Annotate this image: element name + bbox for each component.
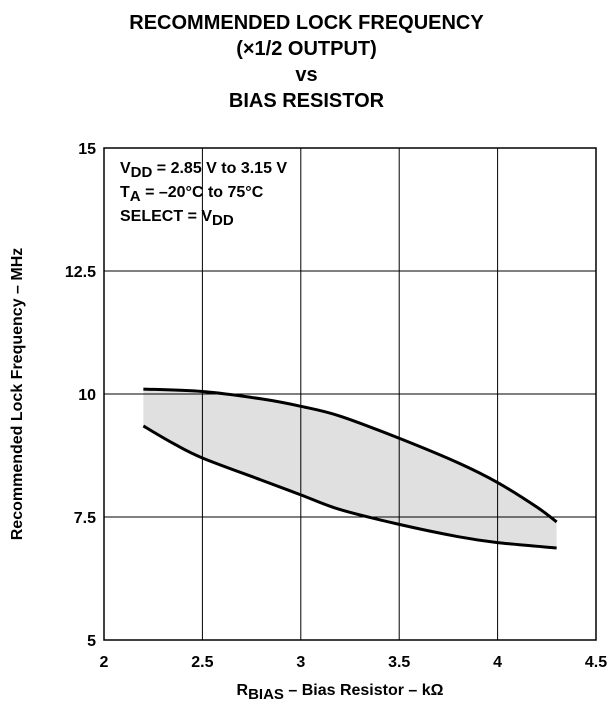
y-tick-label-0: 5 — [87, 633, 96, 650]
shaded-band — [143, 389, 557, 548]
x-tick-label-2: 3 — [296, 654, 305, 671]
title-line-2: (×1/2 OUTPUT) — [236, 38, 377, 60]
plot-frame — [103, 147, 597, 641]
title-line-3: vs — [295, 64, 318, 86]
chart-title: RECOMMENDED LOCK FREQUENCY (×1/2 OUTPUT)… — [0, 10, 613, 114]
x-tick-label-3: 3.5 — [388, 654, 410, 671]
x-tick-label-5: 4.5 — [585, 654, 607, 671]
lower-curve — [142, 424, 557, 550]
x-tick-label-4: 4 — [493, 654, 502, 671]
y-tick-label-3: 12.5 — [65, 264, 96, 281]
title-line-1: RECOMMENDED LOCK FREQUENCY — [129, 12, 484, 34]
annotation-2: SELECT = VDD — [120, 208, 234, 229]
annotation-0: VDD = 2.85 V to 3.15 V — [120, 160, 287, 181]
y-tick-label-4: 15 — [78, 141, 96, 158]
x-tick-label-1: 2.5 — [191, 654, 213, 671]
upper-curve — [143, 387, 558, 524]
x-axis-label: RBIAS – Bias Resistor – kΩ — [237, 682, 444, 703]
y-tick-label-1: 7.5 — [74, 510, 96, 527]
y-axis-label: Recommended Lock Frequency – MHz — [9, 248, 26, 541]
x-tick-label-0: 2 — [100, 654, 109, 671]
title-line-4: BIAS RESISTOR — [228, 90, 385, 112]
annotation-1: TA = –20°C to 75°C — [120, 184, 264, 205]
y-tick-label-2: 10 — [78, 387, 96, 404]
